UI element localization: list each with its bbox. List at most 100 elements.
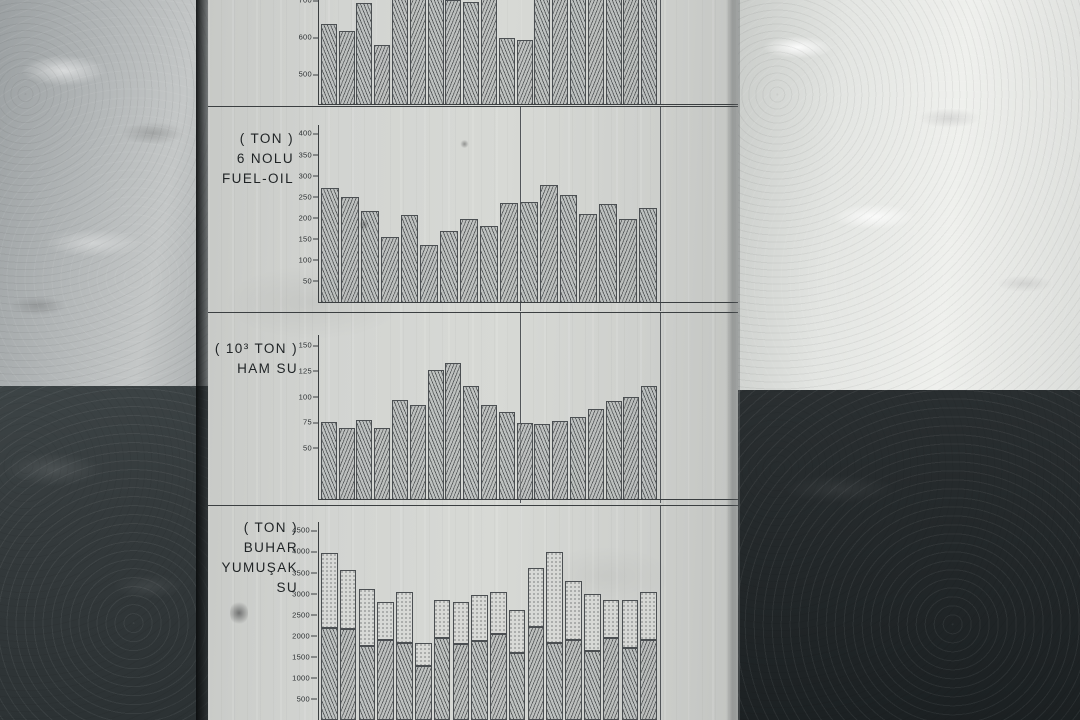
wall-right-lower-dark <box>736 390 1080 720</box>
wall-texture-right-lower <box>736 390 1080 720</box>
y-tick-panel-buhar-4500: 4500 <box>278 526 317 535</box>
bar-panel-top-5 <box>409 0 426 104</box>
stack-seg-buhar-12 <box>546 643 563 720</box>
y-tick-panel-buhar-2000: 2000 <box>278 631 317 640</box>
y-tick-panel-fuel-oil-150: 150 <box>280 234 319 243</box>
y-tick-panel-fuel-oil-250: 250 <box>280 192 319 201</box>
stack-seg-yumusak-su-16 <box>621 599 639 649</box>
bar-panel-ham-su-18 <box>641 386 658 499</box>
y-tick-panel-ham-su-150: 150 <box>280 341 319 350</box>
stacked-bar-2 <box>358 588 376 720</box>
bar-panel-ham-su-2 <box>356 420 373 499</box>
panel-divider-1 <box>208 106 738 107</box>
bar-panel-fuel-oil-3 <box>380 236 399 302</box>
bar-panel-fuel-oil-10 <box>519 202 538 302</box>
bar-panel-fuel-oil-4 <box>400 214 419 302</box>
stacked-bar-9 <box>490 591 507 720</box>
stack-seg-yumusak-su-0 <box>321 553 338 629</box>
y-tick-panel-buhar-500: 500 <box>278 694 317 703</box>
bar-panel-top-6 <box>427 0 444 104</box>
panel-buhar-label: ( TON ) BUHAR YUMUŞAK SU <box>208 518 298 598</box>
y-tick-panel-fuel-oil-300: 300 <box>280 171 319 180</box>
bar-panel-fuel-oil-8 <box>480 226 498 302</box>
fuel-oil-label-line-2: FUEL-OIL <box>222 171 294 186</box>
y-tick-panel-ham-su-100: 100 <box>280 392 319 401</box>
y-tick-panel-buhar-4000: 4000 <box>278 547 317 556</box>
y-tick-panel-fuel-oil-100: 100 <box>280 255 319 264</box>
stack-seg-yumusak-su-8 <box>471 594 488 642</box>
y-tick-top-500: 500 <box>280 70 319 79</box>
stack-seg-buhar-3 <box>377 639 394 720</box>
y-tick-panel-fuel-oil-200: 200 <box>280 213 319 222</box>
stack-seg-buhar-13 <box>565 639 582 720</box>
panel-ham-su-plot <box>320 335 658 499</box>
panel-top: 700 600 500 <box>208 0 738 106</box>
bar-panel-ham-su-7 <box>445 362 462 499</box>
bar-panel-ham-su-11 <box>516 423 533 499</box>
panel-ham-su-label: ( 10³ TON ) HAM SU <box>208 339 298 379</box>
stack-seg-yumusak-su-12 <box>546 551 563 644</box>
bar-panel-top-2 <box>356 3 373 104</box>
panel-vrule-ham-mid <box>660 313 661 503</box>
y-tick-panel-ham-su-75: 75 <box>280 418 319 427</box>
bar-panel-top-0 <box>320 24 337 104</box>
bar-panel-fuel-oil-14 <box>599 203 618 302</box>
stacked-bar-3 <box>377 602 394 720</box>
bar-panel-fuel-oil-16 <box>639 208 657 302</box>
buhar-label-line-0: ( TON ) <box>243 520 298 535</box>
bar-panel-ham-su-1 <box>338 428 355 499</box>
panel-top-y-axis <box>318 0 319 105</box>
panel-buhar: ( TON ) BUHAR YUMUŞAK SU 500 1000 1500 2000 250… <box>208 506 738 720</box>
stacked-bar-13 <box>565 581 582 720</box>
bar-panel-fuel-oil-13 <box>579 213 598 302</box>
stack-seg-yumusak-su-5 <box>415 642 432 667</box>
stack-seg-yumusak-su-17 <box>640 591 657 640</box>
stack-seg-yumusak-su-1 <box>339 570 357 630</box>
stacked-bar-6 <box>433 599 451 720</box>
stack-seg-buhar-2 <box>358 646 376 720</box>
stack-seg-buhar-17 <box>640 639 657 720</box>
y-tick-panel-buhar-3000: 3000 <box>278 589 317 598</box>
bar-panel-ham-su-17 <box>623 396 640 499</box>
panel-vrule-ham-left <box>520 313 521 503</box>
stack-seg-buhar-8 <box>471 641 488 720</box>
wall-texture-left-upper <box>0 0 212 392</box>
y-tick-panel-ham-su-125: 125 <box>280 366 319 375</box>
stacked-bar-7 <box>452 602 470 720</box>
y-tick-top-700: 700 <box>280 0 319 5</box>
bar-panel-fuel-oil-1 <box>340 196 359 302</box>
stack-seg-yumusak-su-3 <box>377 602 394 640</box>
bar-panel-top-1 <box>338 31 355 104</box>
buhar-label-line-3: SU <box>276 580 298 595</box>
bar-panel-fuel-oil-9 <box>499 202 518 302</box>
y-tick-panel-fuel-oil-400: 400 <box>280 129 319 138</box>
bar-panel-ham-su-15 <box>587 408 604 499</box>
chart-board: 700 600 500 ( TON ) 6 NOLU FUEL-OIL 50 100 1… <box>208 0 738 720</box>
bar-panel-top-13 <box>552 0 569 104</box>
panel-top-plot <box>320 0 658 104</box>
stacked-bar-15 <box>602 599 620 720</box>
stack-seg-yumusak-su-15 <box>602 599 620 638</box>
panel-divider-3 <box>208 505 738 506</box>
panel-ham-su: ( 10³ TON ) HAM SU 50 75 100 125 150 <box>208 313 738 505</box>
wall-texture-right-upper <box>736 0 1080 394</box>
stack-seg-buhar-6 <box>433 637 451 720</box>
bar-panel-ham-su-4 <box>392 399 409 499</box>
bar-panel-top-7 <box>445 0 462 104</box>
bar-panel-ham-su-13 <box>552 421 569 499</box>
y-tick-panel-buhar-3500: 3500 <box>278 568 317 577</box>
panel-vrule-buhar-mid <box>660 506 661 720</box>
bar-panel-top-18 <box>641 0 658 104</box>
stack-seg-buhar-16 <box>621 648 639 720</box>
bar-panel-top-16 <box>605 0 622 104</box>
wall-left-lower-dark <box>0 386 212 720</box>
panel-ham-y-axis <box>318 335 319 500</box>
wall-right-upper-plaster <box>736 0 1080 394</box>
wall-left-upper-plaster <box>0 0 212 392</box>
bar-panel-ham-su-12 <box>534 424 551 499</box>
stacked-bar-16 <box>621 599 639 720</box>
bar-panel-top-17 <box>623 0 640 104</box>
stacked-bar-8 <box>471 594 488 720</box>
panel-fuel-oil-label: ( TON ) 6 NOLU FUEL-OIL <box>208 129 294 189</box>
